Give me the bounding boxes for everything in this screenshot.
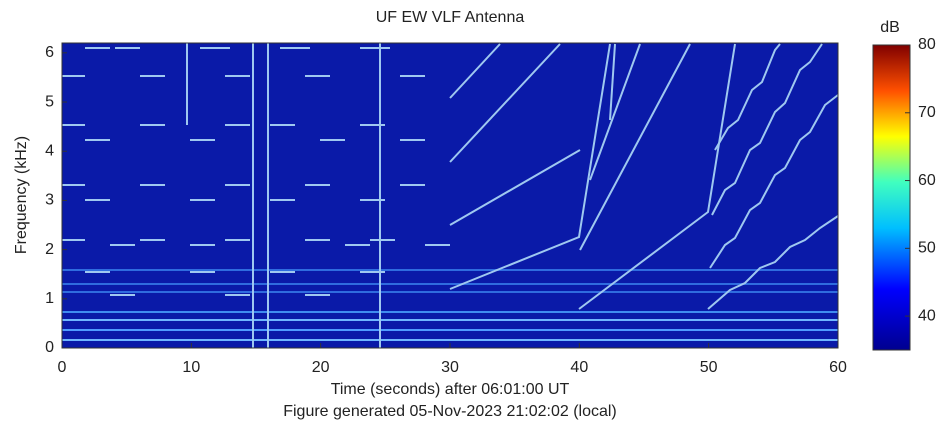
y-tick-label: 2 — [45, 241, 54, 258]
colorbar-tick-label: 60 — [918, 172, 936, 189]
x-tick-label: 0 — [58, 359, 67, 376]
x-tick-label: 40 — [570, 359, 588, 376]
spectrogram-background — [62, 43, 838, 348]
x-tick-label: 10 — [182, 359, 200, 376]
spectrogram-features — [62, 43, 839, 348]
chart-title: UF EW VLF Antenna — [376, 9, 525, 26]
y-tick-label: 4 — [45, 142, 54, 159]
y-tick-label: 5 — [45, 93, 54, 110]
colorbar-tick-label: 50 — [918, 240, 936, 257]
colorbar-label: dB — [880, 19, 900, 36]
colorbar-tick-label: 80 — [918, 36, 936, 53]
y-tick-label: 0 — [45, 339, 54, 356]
caption: Figure generated 05-Nov-2023 21:02:02 (l… — [283, 403, 617, 420]
y-tick-label: 1 — [45, 290, 54, 307]
x-tick-label: 50 — [700, 359, 718, 376]
y-tick-label: 6 — [45, 44, 54, 61]
colorbar — [872, 44, 911, 351]
x-tick-label: 60 — [829, 359, 847, 376]
y-tick-label: 3 — [45, 192, 54, 209]
x-axis-label: Time (seconds) after 06:01:00 UT — [331, 381, 570, 398]
x-tick-label: 30 — [441, 359, 459, 376]
colorbar-tick-label: 40 — [918, 307, 936, 324]
x-tick-label: 20 — [312, 359, 330, 376]
y-axis-label: Frequency (kHz) — [13, 136, 30, 254]
colorbar-tick-label: 70 — [918, 104, 936, 121]
